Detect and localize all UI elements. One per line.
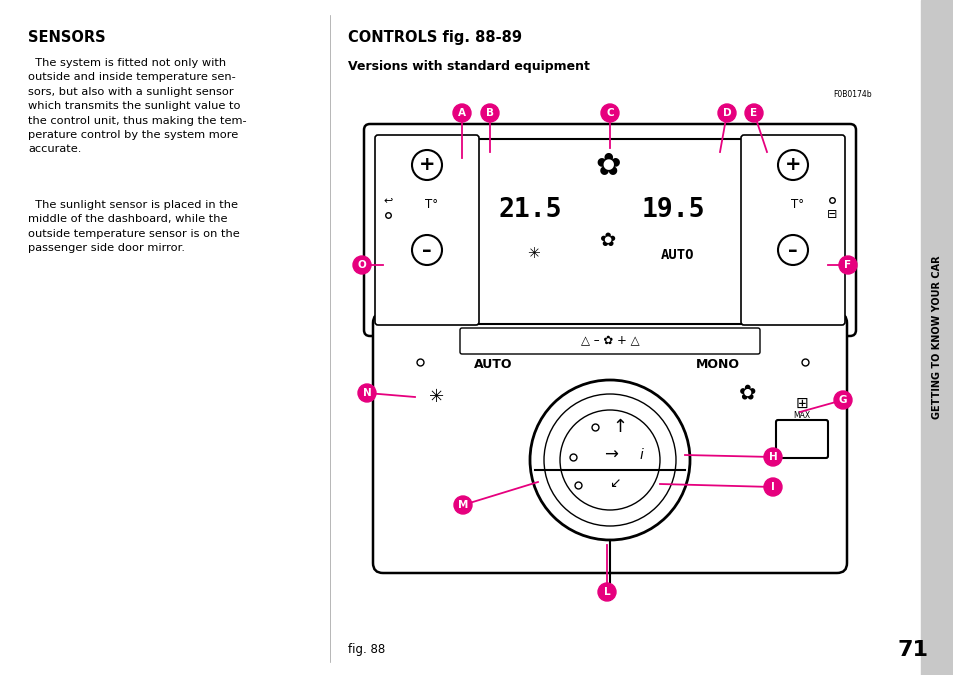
Circle shape <box>412 150 441 180</box>
Text: G: G <box>838 395 846 405</box>
Circle shape <box>412 235 441 265</box>
Text: T°: T° <box>791 198 803 211</box>
Text: B: B <box>485 108 494 118</box>
Circle shape <box>778 150 807 180</box>
Text: fig. 88: fig. 88 <box>348 643 385 656</box>
Text: →: → <box>603 446 618 464</box>
FancyBboxPatch shape <box>375 135 478 325</box>
Text: The system is fitted not only with
outside and inside temperature sen-
sors, but: The system is fitted not only with outsi… <box>28 58 247 155</box>
Text: ✿: ✿ <box>599 230 616 250</box>
Text: AUTO: AUTO <box>660 248 694 262</box>
Circle shape <box>480 104 498 122</box>
Circle shape <box>763 478 781 496</box>
Text: ⊟: ⊟ <box>826 209 837 221</box>
Circle shape <box>833 391 851 409</box>
Text: ✿: ✿ <box>595 153 620 182</box>
Text: H: H <box>768 452 777 462</box>
Text: SENSORS: SENSORS <box>28 30 106 45</box>
Text: ✳: ✳ <box>527 246 539 261</box>
FancyBboxPatch shape <box>775 420 827 458</box>
FancyBboxPatch shape <box>474 139 746 324</box>
Text: F: F <box>843 260 851 270</box>
Text: AUTO: AUTO <box>474 358 512 371</box>
Text: 21.5: 21.5 <box>497 197 561 223</box>
Text: MAX: MAX <box>793 410 810 419</box>
Circle shape <box>598 583 616 601</box>
FancyBboxPatch shape <box>740 135 844 325</box>
Text: E: E <box>750 108 757 118</box>
Circle shape <box>718 104 735 122</box>
Text: 19.5: 19.5 <box>640 197 704 223</box>
FancyBboxPatch shape <box>459 328 760 354</box>
Text: +: + <box>418 155 435 175</box>
Text: ↙: ↙ <box>609 476 620 490</box>
Text: I: I <box>770 482 774 492</box>
Text: ✿: ✿ <box>739 383 756 403</box>
Text: ⊞: ⊞ <box>795 396 807 410</box>
Text: A: A <box>457 108 465 118</box>
Circle shape <box>357 384 375 402</box>
Circle shape <box>454 496 472 514</box>
Text: 71: 71 <box>897 640 928 660</box>
Text: GETTING TO KNOW YOUR CAR: GETTING TO KNOW YOUR CAR <box>931 255 941 418</box>
Text: T°: T° <box>425 198 438 211</box>
Text: The sunlight sensor is placed in the
middle of the dashboard, while the
outside : The sunlight sensor is placed in the mid… <box>28 200 239 253</box>
Text: F0B0174b: F0B0174b <box>832 90 871 99</box>
Text: CONTROLS fig. 88-89: CONTROLS fig. 88-89 <box>348 30 521 45</box>
Text: C: C <box>605 108 613 118</box>
Text: O: O <box>357 260 366 270</box>
Circle shape <box>600 104 618 122</box>
Text: MONO: MONO <box>696 358 740 371</box>
Text: ↑: ↑ <box>612 418 627 436</box>
Circle shape <box>778 235 807 265</box>
Text: ✳: ✳ <box>429 388 444 406</box>
Text: △ – ✿ + △: △ – ✿ + △ <box>580 335 639 348</box>
Circle shape <box>838 256 856 274</box>
FancyBboxPatch shape <box>364 124 855 336</box>
Text: N: N <box>362 388 371 398</box>
Text: Versions with standard equipment: Versions with standard equipment <box>348 60 589 73</box>
Text: D: D <box>722 108 731 118</box>
Circle shape <box>353 256 371 274</box>
Bar <box>920 0 953 675</box>
Text: –: – <box>422 240 432 259</box>
Circle shape <box>453 104 471 122</box>
Circle shape <box>744 104 762 122</box>
Text: M: M <box>457 500 468 510</box>
Text: +: + <box>784 155 801 175</box>
FancyBboxPatch shape <box>373 313 846 573</box>
Text: ↩: ↩ <box>383 195 393 205</box>
Text: –: – <box>787 240 797 259</box>
Text: i: i <box>639 448 642 462</box>
Text: L: L <box>603 587 610 597</box>
Circle shape <box>763 448 781 466</box>
